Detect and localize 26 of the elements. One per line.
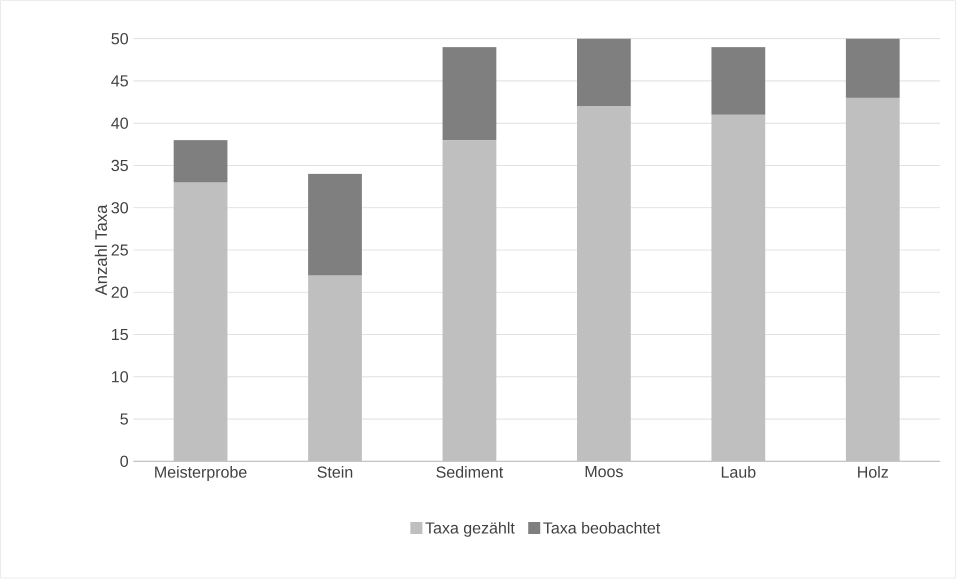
y-tick-label: 50 [111, 33, 128, 44]
x-tick-label: Meisterprobe [155, 466, 247, 482]
bar [846, 38, 900, 98]
x-tick-label: Sediment [436, 466, 504, 478]
bar [174, 140, 228, 183]
y-tick-label: 15 [112, 329, 128, 340]
legend-label: Taxa beobachtet [543, 522, 660, 534]
y-tick-label: 45 [111, 76, 128, 87]
x-tick-label: Holz [858, 466, 888, 478]
y-tick-label: 20 [112, 286, 128, 298]
y-tick-label: 10 [112, 371, 128, 383]
y-tick-label: 25 [112, 244, 128, 256]
y-tick-label: 0 [120, 456, 128, 468]
y-tick-label: 5 [120, 414, 128, 425]
legend-label: Taxa gezählt [425, 522, 515, 537]
bar [711, 47, 766, 115]
y-tick-label: 30 [111, 202, 128, 214]
bar [577, 38, 631, 106]
y-tick-label: 35 [111, 160, 128, 172]
x-tick-label: Moos [586, 466, 623, 478]
x-tick-label: Stein [318, 466, 352, 478]
y-axis-title: Anzahl Taxa [94, 204, 108, 296]
bar [442, 47, 496, 140]
x-tick-label: Laub [722, 466, 756, 478]
bar [308, 174, 362, 276]
y-tick-label: 40 [111, 118, 128, 130]
